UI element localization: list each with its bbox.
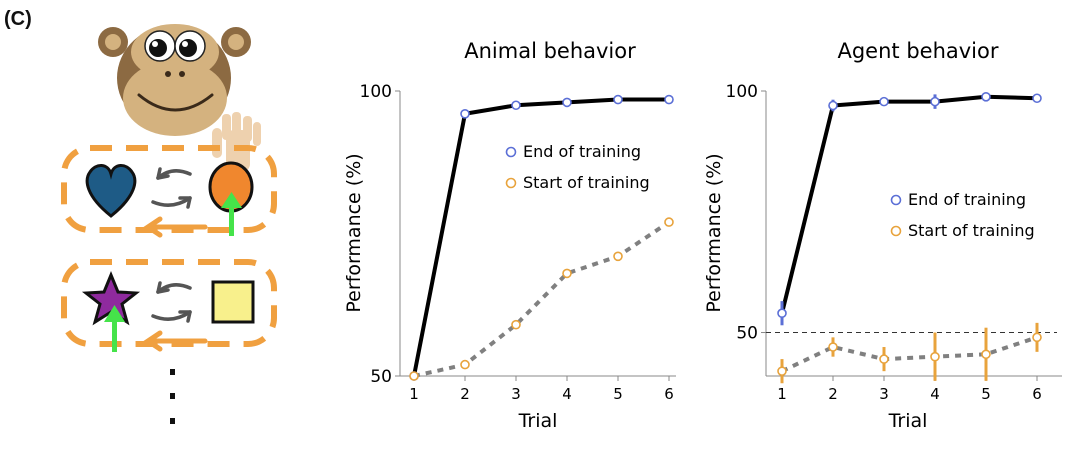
square-icon xyxy=(211,280,255,324)
data-point-start-of-training xyxy=(981,349,991,360)
series-line-start-of-training xyxy=(781,335,1038,373)
ellipsis-icon xyxy=(170,369,175,424)
pair-1-bottom-arrow xyxy=(143,216,208,238)
legend-label: End of training xyxy=(523,142,641,161)
x-tick-label: 4 xyxy=(562,385,572,403)
series-line-end-of-training xyxy=(412,97,669,377)
x-tick-label: 6 xyxy=(664,385,674,403)
agent-behavior-chart: Agent behavior Performance (%) Trial 1 2 3… xyxy=(703,39,1062,432)
series-line-start-of-training xyxy=(413,220,671,378)
x-tick-label: 3 xyxy=(879,385,889,403)
x-tick-label: 4 xyxy=(930,385,940,403)
panel-label: (C) xyxy=(4,8,32,30)
data-point-end-of-training xyxy=(460,109,470,119)
animal-behavior-chart: Animal behavior Performance (%) Trial 1 2… xyxy=(343,39,676,432)
y-axis-label: Performance (%) xyxy=(343,153,365,312)
data-point-end-of-training xyxy=(562,97,572,108)
legend-label: Start of training xyxy=(523,173,650,192)
data-point-start-of-training xyxy=(460,359,470,370)
monkey-face-icon xyxy=(98,24,251,136)
data-point-end-of-training xyxy=(981,91,991,102)
data-point-start-of-training xyxy=(664,217,674,227)
data-point-start-of-training xyxy=(1032,332,1042,343)
data-point-end-of-training xyxy=(828,100,838,111)
x-tick-label: 1 xyxy=(777,385,787,403)
chart-title: Agent behavior xyxy=(837,39,998,63)
x-tick-label: 5 xyxy=(613,385,623,403)
legend-marker xyxy=(890,194,902,206)
data-point-end-of-training xyxy=(1032,93,1042,104)
data-point-start-of-training xyxy=(930,351,940,362)
data-point-start-of-training xyxy=(409,371,419,381)
x-tick-label: 5 xyxy=(981,385,991,403)
data-point-end-of-training xyxy=(879,96,889,107)
data-point-start-of-training xyxy=(828,342,838,352)
y-axis-label: Performance (%) xyxy=(703,153,725,312)
chart-title: Animal behavior xyxy=(464,39,636,63)
data-point-end-of-training xyxy=(511,100,521,111)
x-axis-label: Trial xyxy=(518,410,558,432)
legend-marker xyxy=(890,225,902,237)
x-tick-label: 2 xyxy=(828,385,838,403)
swap-arrows-icon xyxy=(151,167,192,209)
pair-2-dashed-frame xyxy=(61,259,277,347)
x-axis-label: Trial xyxy=(888,410,928,432)
data-point-start-of-training xyxy=(562,268,572,279)
legend-marker xyxy=(505,177,517,189)
data-point-end-of-training xyxy=(613,94,623,105)
heart-icon xyxy=(85,164,137,218)
pair-2-bottom-arrow xyxy=(143,330,208,352)
task-illustration xyxy=(61,24,277,424)
data-point-end-of-training xyxy=(664,94,674,105)
pair-1-dashed-frame xyxy=(61,145,277,233)
data-point-start-of-training xyxy=(777,366,787,376)
x-tick-label: 6 xyxy=(1032,385,1042,403)
legend-marker xyxy=(505,146,517,158)
x-tick-label: 2 xyxy=(460,385,470,403)
legend-label: End of training xyxy=(908,190,1026,209)
data-point-start-of-training xyxy=(879,354,889,364)
data-point-end-of-training xyxy=(930,96,940,107)
data-point-start-of-training xyxy=(511,319,521,330)
legend-label: Start of training xyxy=(908,221,1035,240)
y-tick-label: 100 xyxy=(360,82,392,102)
y-tick-label: 50 xyxy=(370,367,392,387)
data-point-start-of-training xyxy=(613,251,623,262)
swap-arrows-icon xyxy=(151,281,192,323)
y-tick-label: 50 xyxy=(736,324,758,344)
up-arrow-icon xyxy=(221,192,242,236)
x-tick-label: 1 xyxy=(409,385,419,403)
y-tick-label: 100 xyxy=(726,82,758,102)
up-arrow-icon xyxy=(104,305,125,352)
series-line-end-of-training xyxy=(780,94,1038,314)
data-point-end-of-training xyxy=(777,308,787,319)
x-tick-label: 3 xyxy=(511,385,521,403)
